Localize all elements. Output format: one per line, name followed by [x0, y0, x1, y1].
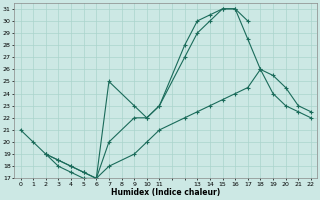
- X-axis label: Humidex (Indice chaleur): Humidex (Indice chaleur): [111, 188, 220, 197]
